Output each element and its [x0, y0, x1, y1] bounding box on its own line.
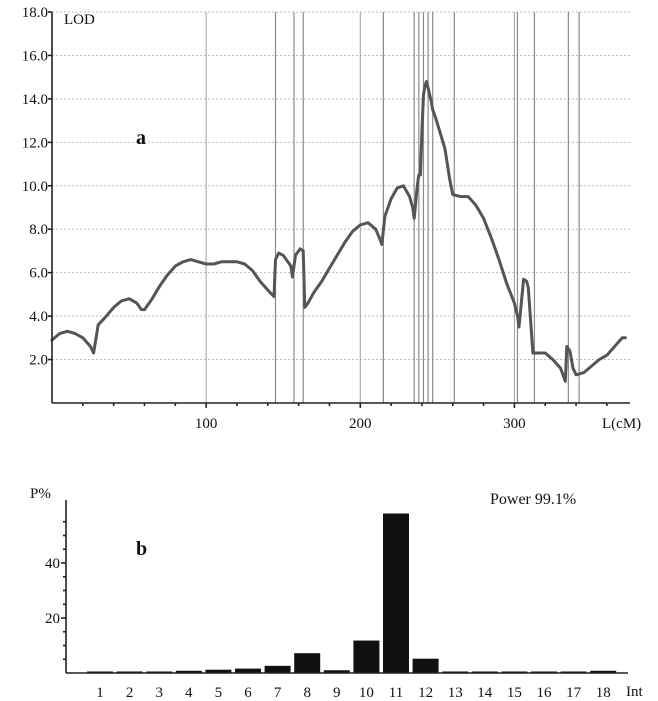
bar-12	[412, 658, 439, 673]
lod-y-tick-label-6: 14.0	[22, 92, 48, 108]
lod-y-tick-label-0: 2.0	[29, 353, 48, 369]
prob-y-tick-label-0: 20	[45, 611, 60, 627]
prob-x-tick-label-5: 5	[215, 685, 223, 701]
prob-x-tick-label-4: 4	[185, 685, 193, 701]
lod-y-tick-label-2: 6.0	[29, 266, 48, 282]
prob-x-tick-label-11: 11	[389, 685, 403, 701]
bar-6	[235, 668, 261, 673]
panel-label-b: b	[136, 538, 147, 560]
prob-x-tick-label-1: 1	[96, 685, 104, 701]
panel-label-a: a	[136, 127, 146, 149]
lod-y-ticks: 2.0 4.0 6.0 8.0 10.0 12.0 14.0 16.0 18.0	[22, 5, 52, 369]
prob-y-axis-title: P%	[30, 486, 51, 502]
bar-10	[353, 640, 380, 673]
prob-x-tick-label-10: 10	[359, 685, 374, 701]
prob-x-axis-title: Int	[626, 684, 643, 700]
prob-x-tick-label-7: 7	[274, 685, 282, 701]
bar-4	[175, 670, 202, 673]
prob-x-tick-label-3: 3	[155, 685, 163, 701]
bar-9	[323, 670, 350, 673]
prob-x-tick-label-6: 6	[244, 685, 252, 701]
bar-11	[383, 513, 409, 673]
lod-x-axis-title: L(cM)	[602, 416, 641, 432]
prob-x-tick-label-2: 2	[126, 685, 134, 701]
bar-7	[264, 665, 291, 673]
lod-x-tick-label-0: 100	[195, 416, 218, 432]
bar-18	[590, 670, 617, 673]
lod-y-tick-label-7: 16.0	[22, 48, 48, 64]
lod-x-ticks: 100 200 300	[82, 403, 608, 432]
prob-x-tick-label-15: 15	[507, 685, 522, 701]
prob-x-tick-label-18: 18	[596, 685, 611, 701]
prob-x-tick-label-13: 13	[448, 685, 463, 701]
lod-curve	[50, 80, 627, 383]
prob-x-ticks: 1 2 3 4 5 6 7 8 9 10 11 12 13 14 15 16 17 18	[96, 685, 610, 701]
bar-5	[205, 669, 232, 673]
lod-x-tick-label-1: 200	[349, 416, 372, 432]
prob-x-tick-label-8: 8	[303, 685, 311, 701]
lod-y-tick-label-4: 10.0	[22, 179, 48, 195]
lod-y-tick-label-1: 4.0	[29, 309, 48, 325]
prob-x-tick-label-14: 14	[477, 685, 493, 701]
prob-x-tick-label-16: 16	[537, 685, 553, 701]
prob-x-tick-label-17: 17	[566, 685, 582, 701]
lod-y-tick-label-8: 18.0	[22, 5, 48, 21]
prob-x-tick-label-9: 9	[333, 685, 341, 701]
prob-y-tick-label-1: 40	[45, 556, 60, 572]
lod-y-tick-label-5: 12.0	[22, 135, 48, 151]
lod-x-tick-label-2: 300	[503, 416, 526, 432]
lod-y-axis-title: LOD	[64, 12, 95, 28]
power-annotation: Power 99.1%	[490, 491, 576, 508]
lod-gridlines	[52, 11, 630, 403]
probability-bars	[87, 513, 617, 673]
lod-y-tick-label-3: 8.0	[29, 222, 48, 238]
prob-x-tick-label-12: 12	[418, 685, 433, 701]
bar-8	[294, 653, 321, 673]
lod-chart-panel: 2.0 4.0 6.0 8.0 10.0 12.0 14.0 16.0 18.0 100 200 3…	[22, 5, 641, 432]
